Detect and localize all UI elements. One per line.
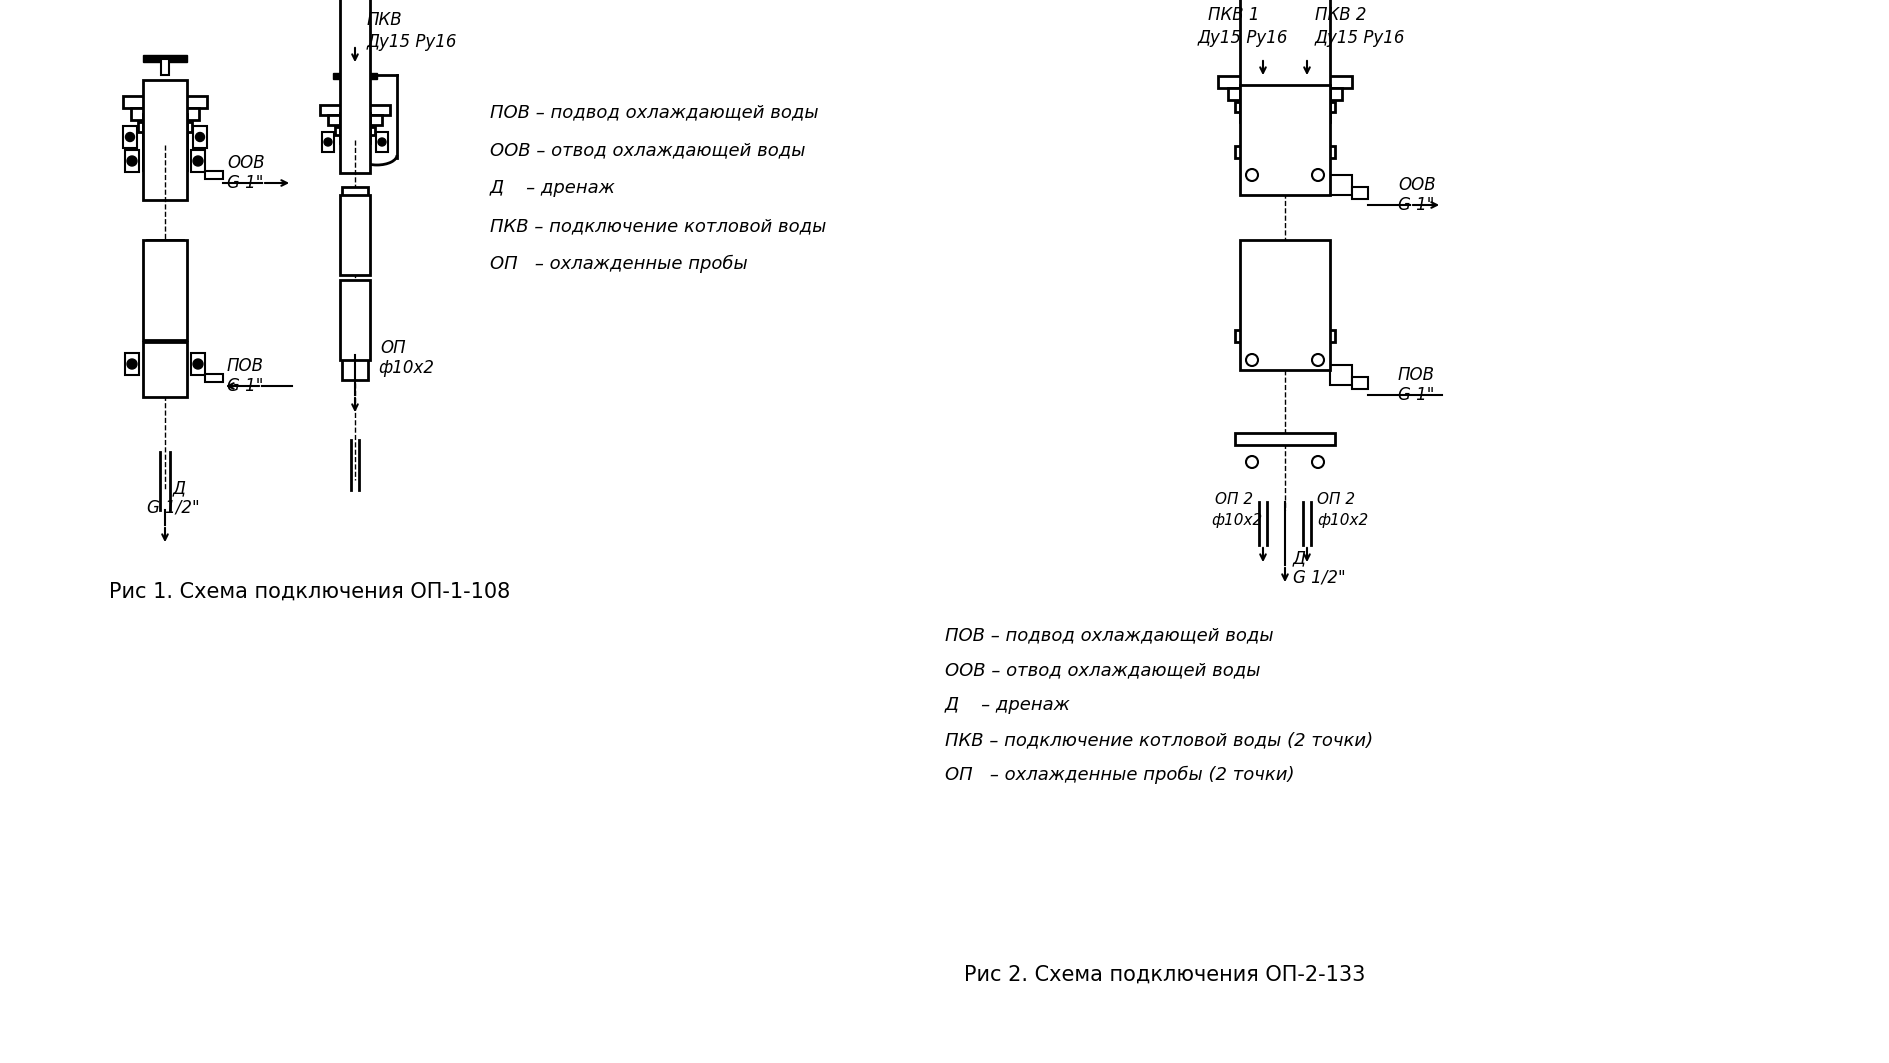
Circle shape: [193, 359, 202, 369]
Bar: [332, 73, 376, 79]
Bar: [204, 374, 223, 382]
Circle shape: [125, 133, 134, 141]
Text: Д: Д: [174, 479, 185, 497]
Bar: [329, 115, 382, 125]
Circle shape: [1245, 169, 1258, 181]
Bar: [144, 114, 187, 142]
Text: ф10х2: ф10х2: [1317, 512, 1368, 527]
Text: G 1": G 1": [227, 377, 263, 395]
Text: ПКВ: ПКВ: [366, 11, 402, 29]
Text: Рис 2. Схема подключения ОП-2-133: Рис 2. Схема подключения ОП-2-133: [963, 965, 1366, 985]
Text: Ду15 Ру16: Ду15 Ру16: [366, 33, 457, 51]
Bar: [340, 280, 370, 360]
Bar: [161, 60, 168, 75]
Bar: [319, 105, 389, 115]
Circle shape: [127, 359, 136, 369]
Bar: [1351, 377, 1368, 389]
Bar: [340, 195, 370, 275]
Bar: [1330, 175, 1351, 195]
Bar: [1239, 240, 1330, 370]
Text: ПКВ – подключение котловой воды (2 точки): ПКВ – подключение котловой воды (2 точки…: [944, 731, 1373, 749]
Text: ПОВ: ПОВ: [227, 357, 264, 375]
Text: ООВ: ООВ: [227, 154, 264, 172]
Bar: [144, 55, 187, 62]
Text: G 1/2": G 1/2": [147, 499, 200, 517]
Bar: [125, 353, 140, 375]
Bar: [125, 150, 140, 172]
Bar: [342, 187, 368, 225]
Text: ПОВ – подвод охлаждающей воды: ПОВ – подвод охлаждающей воды: [944, 626, 1273, 644]
Text: ПКВ – подключение котловой воды: ПКВ – подключение котловой воды: [489, 217, 825, 235]
Bar: [340, 113, 370, 144]
Text: ПОВ – подвод охлаждающей воды: ПОВ – подвод охлаждающей воды: [489, 103, 818, 121]
Bar: [321, 132, 334, 152]
Text: Ду15 Ру16: Ду15 Ру16: [1198, 29, 1288, 47]
Text: ООВ – отвод охлаждающей воды: ООВ – отвод охлаждающей воды: [944, 661, 1260, 679]
Bar: [342, 342, 368, 379]
Bar: [123, 96, 208, 108]
Text: ОП   – охлажденные пробы: ОП – охлажденные пробы: [489, 255, 748, 273]
Circle shape: [1311, 354, 1324, 366]
Bar: [1239, 0, 1330, 122]
Bar: [144, 140, 187, 170]
Text: Д    – дренаж: Д – дренаж: [489, 179, 616, 197]
Bar: [334, 126, 374, 135]
Bar: [204, 171, 223, 179]
Circle shape: [1311, 169, 1324, 181]
Bar: [1234, 433, 1334, 445]
Circle shape: [195, 133, 204, 141]
Bar: [144, 80, 187, 200]
Bar: [1217, 75, 1351, 88]
Text: ф10х2: ф10х2: [1211, 512, 1262, 527]
Text: ОП   – охлажденные пробы (2 точки): ОП – охлажденные пробы (2 точки): [944, 765, 1294, 784]
Text: ПОВ: ПОВ: [1398, 366, 1434, 384]
Text: G 1/2": G 1/2": [1292, 569, 1345, 587]
Text: G 1": G 1": [1398, 386, 1434, 404]
Bar: [123, 126, 136, 148]
Bar: [1239, 85, 1330, 195]
Bar: [351, 71, 359, 85]
Text: ООВ – отвод охлаждающей воды: ООВ – отвод охлаждающей воды: [489, 141, 805, 159]
Bar: [1234, 146, 1334, 158]
Text: ОП 2: ОП 2: [1317, 492, 1354, 507]
Bar: [376, 132, 387, 152]
Bar: [147, 240, 183, 290]
Text: Д    – дренаж: Д – дренаж: [944, 696, 1071, 714]
Text: Рис 1. Схема подключения ОП-1-108: Рис 1. Схема подключения ОП-1-108: [110, 583, 510, 602]
Circle shape: [127, 156, 136, 166]
Text: ОП 2: ОП 2: [1215, 492, 1252, 507]
Bar: [130, 108, 198, 120]
Text: Ду15 Ру16: Ду15 Ру16: [1315, 29, 1405, 47]
Bar: [144, 240, 187, 340]
Bar: [138, 122, 193, 132]
Bar: [1351, 187, 1368, 199]
Bar: [1228, 88, 1341, 100]
Text: ф10х2: ф10х2: [378, 359, 434, 377]
Circle shape: [1245, 456, 1258, 468]
Text: ПКВ 1: ПКВ 1: [1207, 6, 1258, 24]
Bar: [193, 126, 208, 148]
Text: ООВ: ООВ: [1398, 176, 1436, 195]
Bar: [144, 342, 187, 396]
Text: G 1": G 1": [1398, 196, 1434, 214]
Bar: [1330, 365, 1351, 385]
Bar: [1234, 330, 1334, 342]
Bar: [1251, 270, 1317, 335]
Circle shape: [378, 138, 385, 146]
Circle shape: [1245, 354, 1258, 366]
Bar: [191, 150, 204, 172]
Circle shape: [1311, 456, 1324, 468]
Circle shape: [193, 156, 202, 166]
Text: Д: Д: [1292, 549, 1305, 567]
Bar: [340, 0, 370, 173]
Bar: [191, 353, 204, 375]
Bar: [1234, 102, 1334, 112]
Circle shape: [323, 138, 332, 146]
Text: ОП: ОП: [380, 339, 406, 357]
Text: ПКВ 2: ПКВ 2: [1315, 6, 1366, 24]
Text: G 1": G 1": [227, 174, 263, 192]
